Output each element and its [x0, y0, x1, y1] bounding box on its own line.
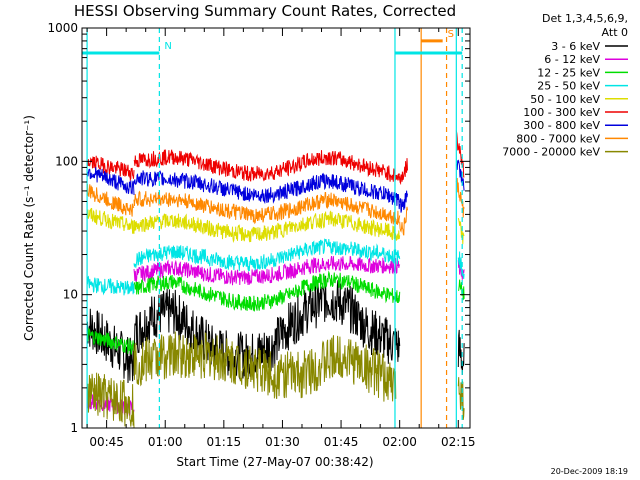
series-line-5-segment-0 — [86, 155, 135, 182]
series-0 — [86, 275, 465, 384]
x-tick-label-0: 00:45 — [89, 435, 124, 449]
series-line-3-segment-1 — [133, 238, 401, 272]
series-4 — [86, 207, 465, 245]
legend-header-line-2: Att 0 — [602, 26, 628, 39]
series-line-0-segment-0 — [86, 308, 135, 384]
x-tick-label-6: 02:15 — [441, 435, 476, 449]
y-tick-label-3: 1000 — [47, 21, 78, 35]
x-axis-ticks: 00:45 01:00 01:15 01:30 01:45 02:00 02:15 — [86, 28, 476, 449]
series-line-1-segment-1 — [133, 255, 401, 286]
series-8 — [86, 331, 465, 429]
series-line-6-segment-1 — [133, 170, 401, 210]
y-axis-label: Corrected Count Rate (s⁻¹ detector⁻¹) — [22, 115, 36, 341]
series-line-3-segment-2 — [457, 251, 465, 280]
series-7 — [86, 177, 465, 236]
generation-timestamp: 20-Dec-2009 18:19 — [551, 467, 628, 476]
y-tick-label-0: 1 — [70, 421, 78, 435]
series-line-8-segment-0 — [86, 372, 135, 429]
series-line-4-segment-0 — [86, 207, 135, 235]
series-line-2-segment-2 — [457, 279, 465, 301]
x-tick-label-1: 01:00 — [148, 435, 183, 449]
series-line-7-segment-0 — [86, 184, 135, 217]
x-tick-label-4: 01:45 — [324, 435, 359, 449]
x-tick-label-5: 02:00 — [382, 435, 417, 449]
series-line-2-segment-1 — [133, 270, 401, 312]
legend-label-3: 25 - 50 keV — [537, 80, 600, 93]
legend-label-0: 3 - 6 keV — [551, 40, 600, 53]
y-tick-label-2: 100 — [55, 154, 78, 168]
axes — [81, 27, 471, 429]
series-line-0-segment-1 — [133, 275, 401, 380]
series-line-5-segment-1 — [133, 149, 401, 182]
series-line-7-segment-1 — [133, 190, 401, 225]
series-line-3-segment-0 — [87, 275, 135, 296]
legend-label-2: 12 - 25 keV — [537, 66, 600, 79]
legend-header-line-1: Det 1,3,4,5,6,9, — [542, 12, 628, 25]
series-line-0-segment-2 — [457, 329, 465, 376]
series-2 — [86, 270, 465, 355]
legend-label-5: 100 - 300 keV — [523, 106, 600, 119]
x-tick-label-3: 01:30 — [265, 435, 300, 449]
series-6 — [86, 159, 465, 213]
legend-label-7: 800 - 7000 keV — [516, 132, 600, 145]
series-3 — [87, 238, 465, 296]
legend-label-1: 6 - 12 keV — [544, 53, 600, 66]
annotation-layer: NS — [82, 28, 463, 428]
series-line-5-segment-2 — [399, 158, 408, 186]
series-line-7-segment-3 — [455, 177, 465, 218]
series-line-8-segment-2 — [457, 377, 465, 420]
series-line-7-segment-2 — [399, 206, 408, 236]
plot-frame — [81, 27, 471, 429]
series-line-4-segment-2 — [457, 217, 465, 245]
series-line-6-segment-3 — [455, 159, 465, 191]
flag-label-7: N — [164, 41, 171, 52]
plot-area — [86, 130, 465, 429]
legend-label-4: 50 - 100 keV — [530, 93, 600, 106]
legend-label-6: 300 - 800 keV — [523, 119, 600, 132]
legend-label-8: 7000 - 20000 keV — [502, 146, 600, 159]
y-tick-label-1: 10 — [63, 288, 78, 302]
y-axis-ticks: 1 10 100 1000 — [47, 21, 470, 435]
series-line-2-segment-0 — [86, 327, 135, 355]
chart-title: HESSI Observing Summary Count Rates, Cor… — [74, 2, 456, 20]
series-line-8-segment-1 — [133, 331, 397, 402]
series-line-6-segment-0 — [86, 167, 135, 196]
x-axis-label: Start Time (27-May-07 00:38:42) — [176, 455, 373, 469]
x-tick-label-2: 01:15 — [207, 435, 242, 449]
flag-label-9: S — [448, 29, 454, 40]
series-line-4-segment-1 — [133, 210, 401, 243]
series-line-6-segment-2 — [399, 190, 408, 213]
